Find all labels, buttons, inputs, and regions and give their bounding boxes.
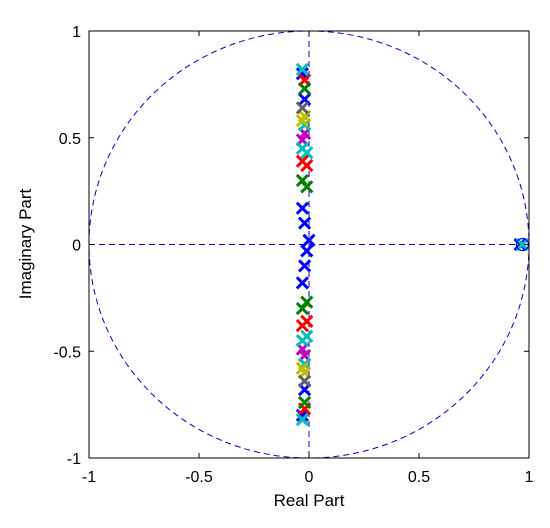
- pole-marker: [295, 101, 310, 115]
- pole-marker: [300, 146, 314, 160]
- y-tick-label: -0.5: [53, 344, 81, 361]
- pole-marker: [300, 180, 314, 194]
- y-tick-label: 0: [72, 238, 81, 255]
- pole-markers: [295, 62, 530, 427]
- pole-marker: [300, 295, 314, 309]
- pole-marker: [295, 342, 310, 356]
- pole-marker: [300, 329, 314, 343]
- pole-marker: [297, 73, 312, 87]
- pole-marker: [295, 412, 310, 427]
- pole-marker: [297, 374, 312, 388]
- y-axis-label: Imaginary Part: [16, 188, 35, 299]
- pole-marker: [302, 233, 316, 247]
- y-tick-label: 0.5: [59, 131, 81, 148]
- pole-marker: [297, 259, 312, 273]
- pole-marker: [295, 201, 310, 215]
- y-tick-label: 1: [72, 24, 81, 41]
- x-tick-label: -1: [82, 469, 96, 486]
- axis-ticks: -1 -0.5 0 0.5 1 -1 -0.5 0 0.5 1: [53, 24, 533, 486]
- y-tick-label: -1: [67, 451, 81, 468]
- x-tick-label: -0.5: [185, 469, 213, 486]
- pole-marker: [515, 237, 530, 252]
- pole-marker: [295, 133, 310, 147]
- pole-marker: [297, 365, 312, 380]
- pole-marker: [295, 62, 310, 77]
- pole-marker: [297, 216, 312, 230]
- pole-marker: [295, 276, 310, 290]
- x-tick-label: 0.5: [408, 469, 430, 486]
- x-tick-label: 1: [525, 469, 534, 486]
- pole-marker: [300, 244, 314, 258]
- pole-marker: [297, 383, 312, 397]
- pole-marker: [297, 395, 312, 410]
- pole-marker: [297, 82, 312, 96]
- x-axis-label: Real Part: [274, 491, 345, 510]
- x-tick-label: 0: [305, 469, 314, 486]
- pole-marker: [300, 314, 314, 328]
- pole-marker: [300, 158, 314, 173]
